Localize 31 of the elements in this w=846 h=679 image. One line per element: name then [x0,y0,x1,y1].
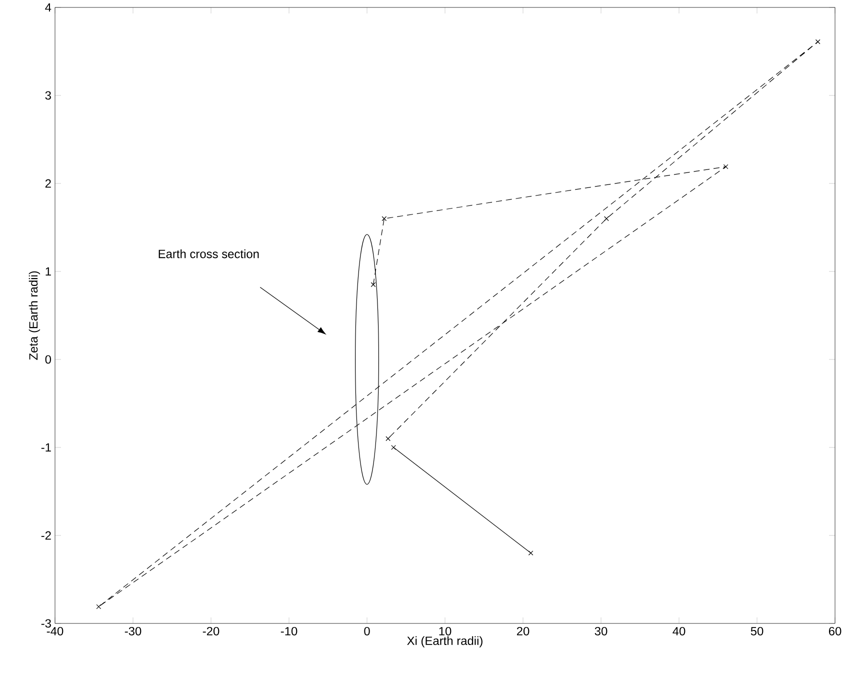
x-tick-label: -10 [280,626,298,636]
x-tick-label: 50 [750,626,764,636]
point [96,604,102,609]
x-tick-label: -40 [46,626,64,636]
x-tick-label: 60 [828,626,842,636]
x-axis-title: Xi (Earth radii) [407,636,482,648]
point [391,444,396,450]
y-tick-label: 3 [45,90,51,100]
annotation: Earth cross section [158,249,259,258]
point [528,550,534,556]
point [382,216,387,221]
x-tick-label: 10 [439,626,452,636]
point [815,39,820,44]
x-tick-label: -30 [124,626,142,636]
y-tick-label: -2 [41,531,51,540]
y-tick-label: 0 [45,354,52,364]
x-tick-label: 20 [516,626,530,636]
x-tick-label: 40 [672,626,686,636]
point [370,282,376,287]
y-tick-label: 2 [45,179,51,188]
y-tick-label: -3 [41,618,51,628]
x-tick-label: 30 [594,626,608,636]
y-tick-label: 1 [46,267,51,276]
x-tick-label: 0 [364,626,370,636]
point [604,216,609,221]
point [386,436,390,441]
y-axis-title: Zeta (Earth radii) [28,271,40,360]
y-tick-label: 4 [45,3,52,12]
x-tick-label: -20 [202,626,220,636]
y-tick-label: -1 [41,443,51,452]
point [723,164,728,169]
